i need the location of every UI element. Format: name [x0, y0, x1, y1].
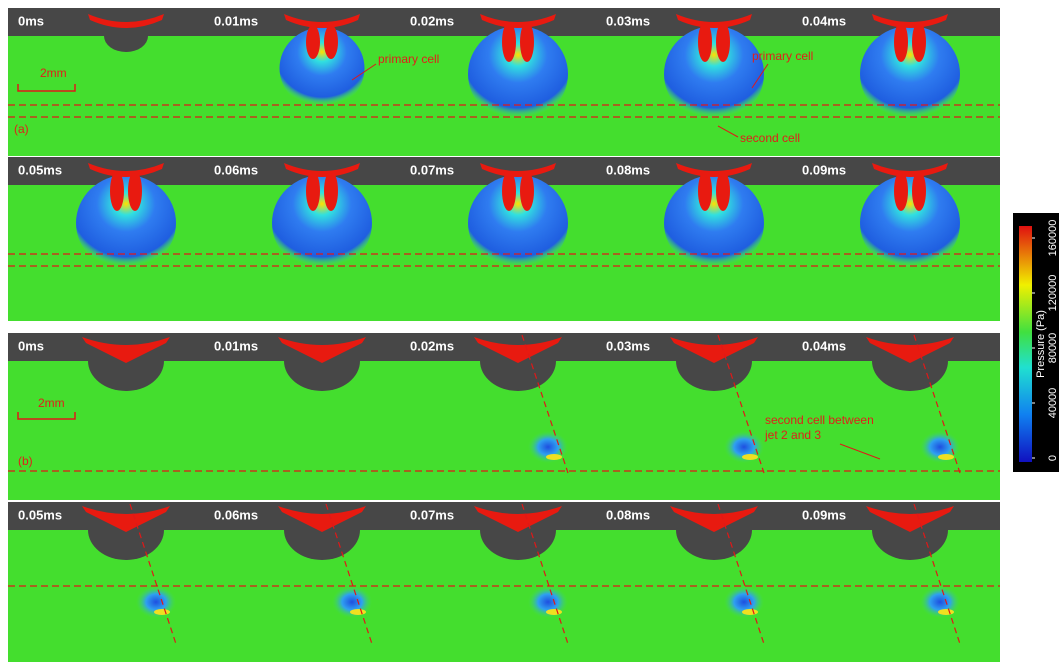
annotation: primary cell — [378, 52, 439, 66]
jet — [306, 171, 320, 211]
colorbar-tick-label: 160000 — [1047, 220, 1059, 257]
jet — [894, 171, 908, 211]
time-label: 0.06ms — [214, 162, 258, 177]
jet — [520, 171, 534, 211]
jet — [324, 25, 338, 59]
plume — [664, 175, 764, 271]
jet — [324, 171, 338, 211]
jet — [912, 22, 926, 62]
time-label: 0.04ms — [802, 338, 846, 353]
jet — [306, 25, 320, 59]
time-label: 0.09ms — [802, 507, 846, 522]
colorbar-tick-label: 40000 — [1047, 388, 1059, 419]
panel-label: (a) — [14, 122, 29, 136]
time-label: 0.08ms — [606, 507, 650, 522]
time-label: 0.04ms — [802, 13, 846, 28]
time-label: 0ms — [18, 13, 44, 28]
time-label: 0.07ms — [410, 162, 454, 177]
colorbar-tick-label: 80000 — [1047, 333, 1059, 364]
jet — [502, 22, 516, 62]
annotation: primary cell — [752, 49, 813, 63]
time-label: 0.02ms — [410, 13, 454, 28]
annotation: second cell between — [765, 413, 874, 427]
annotation: second cell — [740, 131, 800, 145]
jet — [128, 171, 142, 211]
scale-label: 2mm — [38, 396, 65, 410]
time-label: 0.06ms — [214, 507, 258, 522]
time-label: 0.09ms — [802, 162, 846, 177]
time-label: 0ms — [18, 338, 44, 353]
jet — [698, 22, 712, 62]
jet — [698, 171, 712, 211]
time-label: 0.02ms — [410, 338, 454, 353]
time-label: 0.08ms — [606, 162, 650, 177]
time-label: 0.05ms — [18, 507, 62, 522]
jet — [716, 171, 730, 211]
time-label: 0.01ms — [214, 338, 258, 353]
plume — [664, 26, 764, 122]
time-label: 0.05ms — [18, 162, 62, 177]
vortex-cell — [154, 609, 170, 615]
plume — [76, 175, 176, 271]
vortex-cell — [742, 454, 758, 460]
jet — [716, 22, 730, 62]
vortex-cell — [938, 609, 954, 615]
jet — [520, 22, 534, 62]
scale-label: 2mm — [40, 66, 67, 80]
plume — [860, 175, 960, 271]
vortex-cell — [546, 454, 562, 460]
colorbar — [1019, 226, 1032, 462]
time-label: 0.03ms — [606, 13, 650, 28]
vortex-cell — [938, 454, 954, 460]
jet — [110, 171, 124, 211]
annotation: jet 2 and 3 — [764, 428, 821, 442]
jet — [502, 171, 516, 211]
plume — [468, 175, 568, 271]
plume — [860, 26, 960, 122]
colorbar-title: Pressure (Pa) — [1035, 310, 1047, 378]
vortex-cell — [350, 609, 366, 615]
plume — [272, 175, 372, 271]
time-label: 0.07ms — [410, 507, 454, 522]
panel-label: (b) — [18, 454, 33, 468]
jet — [894, 22, 908, 62]
time-label: 0.01ms — [214, 13, 258, 28]
colorbar-tick-label: 0 — [1047, 455, 1059, 461]
vortex-cell — [742, 609, 758, 615]
plume — [280, 28, 365, 110]
time-label: 0.03ms — [606, 338, 650, 353]
figure: 0ms 0.01ms 0.02ms 0.03ms 0.04ms 0.05ms 0.06ms 0… — [0, 0, 1062, 664]
plume — [468, 26, 568, 122]
vortex-cell — [546, 609, 562, 615]
colorbar-tick-label: 120000 — [1047, 275, 1059, 312]
jet — [912, 171, 926, 211]
